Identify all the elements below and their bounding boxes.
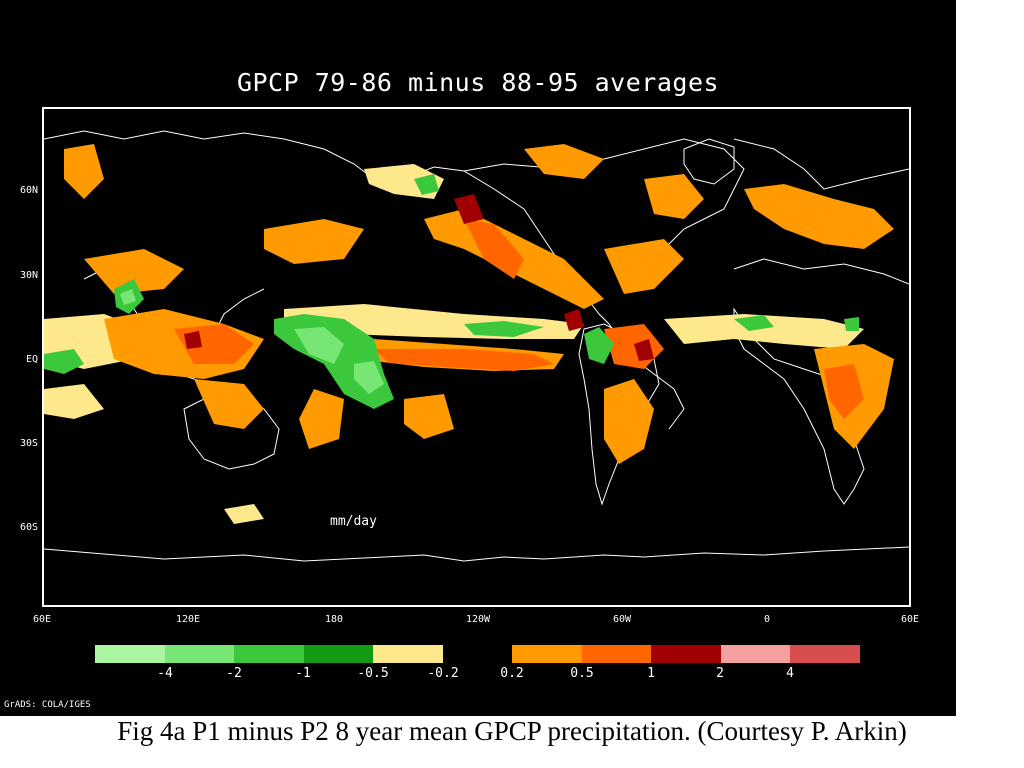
colorbar-label: 0.2 bbox=[500, 666, 524, 681]
colorbar-label: 4 bbox=[786, 666, 794, 681]
colorbar-swatch bbox=[95, 645, 165, 663]
colorbar-label: 1 bbox=[647, 666, 655, 681]
lat-tick-60n: 60N bbox=[19, 185, 38, 196]
lat-tick-eq: EQ bbox=[25, 354, 38, 365]
lon-tick-180: 180 bbox=[324, 614, 344, 625]
units-label: mm/day bbox=[330, 514, 377, 529]
lon-tick-120e: 120E bbox=[175, 614, 201, 625]
colorbar-swatch bbox=[651, 645, 721, 663]
colorbar-swatch bbox=[720, 645, 790, 663]
lat-tick-60s: 60S bbox=[19, 522, 38, 533]
map-figure: GPCP 79-86 minus 88-95 averages bbox=[0, 0, 956, 716]
colorbar-swatch bbox=[234, 645, 304, 663]
colorbar-negative bbox=[95, 645, 443, 663]
map-plot-area bbox=[42, 107, 911, 607]
precip-difference-map bbox=[44, 130, 909, 562]
colorbar-swatch bbox=[581, 645, 651, 663]
colorbar-swatch bbox=[303, 645, 373, 663]
figure-caption: Fig 4a P1 minus P2 8 year mean GPCP prec… bbox=[117, 716, 907, 746]
lon-tick-120w: 120W bbox=[465, 614, 491, 625]
colorbar-swatch bbox=[790, 645, 860, 663]
colorbar-positive bbox=[512, 645, 860, 663]
lat-tick-30n: 30N bbox=[19, 270, 38, 281]
colorbar-label: 0.5 bbox=[570, 666, 594, 681]
light-green-regions bbox=[120, 289, 384, 394]
colorbar-label: -0.2 bbox=[427, 666, 459, 681]
colorbar-label: -4 bbox=[157, 666, 173, 681]
lat-tick-30s: 30S bbox=[19, 438, 38, 449]
lon-tick-60w: 60W bbox=[612, 614, 632, 625]
dark-red-regions bbox=[184, 194, 654, 361]
colorbar-label: -1 bbox=[295, 666, 311, 681]
colorbar-swatch bbox=[373, 645, 443, 663]
colorbar-label: -2 bbox=[226, 666, 242, 681]
colorbar-label: -0.5 bbox=[357, 666, 389, 681]
orange-regions bbox=[64, 144, 894, 464]
lon-tick-60e-left: 60E bbox=[32, 614, 52, 625]
grads-credit: GrADS: COLA/IGES bbox=[4, 700, 91, 710]
colorbar-swatch bbox=[512, 645, 582, 663]
map-title: GPCP 79-86 minus 88-95 averages bbox=[236, 68, 720, 97]
lon-tick-0: 0 bbox=[763, 614, 771, 625]
lon-tick-60e-right: 60E bbox=[900, 614, 920, 625]
colorbar-swatch bbox=[164, 645, 234, 663]
colorbar-label: 2 bbox=[716, 666, 724, 681]
